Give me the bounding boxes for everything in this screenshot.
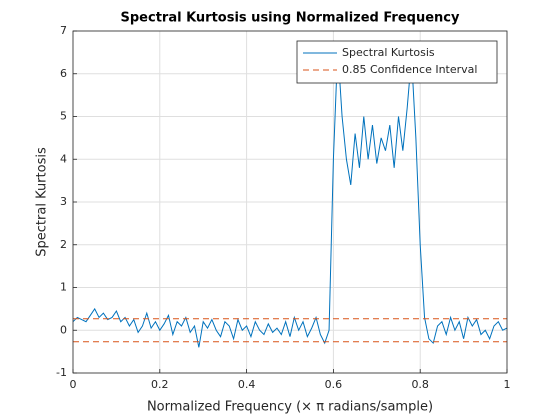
- y-tick-label: 0: [60, 323, 67, 336]
- y-axis-label: Spectral Kurtosis: [35, 147, 50, 257]
- legend-label: 0.85 Confidence Interval: [342, 63, 477, 76]
- data-line: [73, 48, 507, 348]
- chart-title: Spectral Kurtosis using Normalized Frequ…: [121, 11, 461, 26]
- x-tick-label: 0.4: [238, 378, 256, 391]
- x-tick-label: 0.6: [325, 378, 343, 391]
- y-tick-label: 4: [60, 152, 67, 165]
- legend-label: Spectral Kurtosis: [342, 46, 435, 59]
- x-axis-label: Normalized Frequency (× π radians/sample…: [147, 400, 433, 415]
- y-tick-label: 6: [60, 67, 67, 80]
- y-tick-label: 2: [60, 238, 67, 251]
- x-tick-label: 0.2: [151, 378, 169, 391]
- x-tick-label: 0: [70, 378, 77, 391]
- x-tick-label: 1: [504, 378, 511, 391]
- y-tick-label: 3: [60, 195, 67, 208]
- legend-box: [296, 40, 498, 84]
- x-tick-label: 0.8: [411, 378, 429, 391]
- y-tick-label: -1: [56, 366, 67, 379]
- y-tick-label: 1: [60, 281, 67, 294]
- y-tick-label: 7: [60, 24, 67, 37]
- y-tick-label: 5: [60, 110, 67, 123]
